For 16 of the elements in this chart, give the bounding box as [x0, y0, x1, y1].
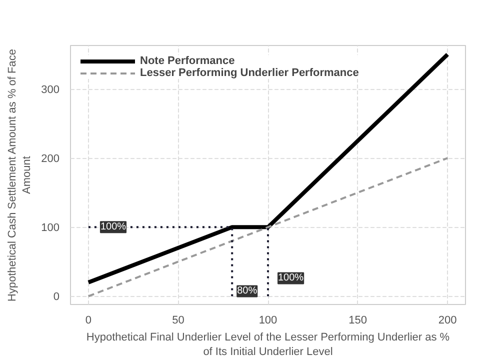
y-axis-title: Hypothetical Cash Settlement Amount as % of Face Amount [6, 49, 34, 302]
x-tick-label: 150 [348, 314, 367, 326]
x-tick-label: 0 [85, 314, 92, 326]
legend-label: Lesser Performing Underlier Performance [140, 67, 359, 79]
legend-label: Note Performance [140, 55, 235, 67]
y-tick-label: 200 [41, 153, 60, 166]
x-axis-title: Hypothetical Final Underlier Level of the Lesser Performing Underlier as % of Its Initial Underlier Level [86, 332, 450, 358]
annotation: 100% [278, 272, 304, 284]
annotation: 80% [237, 286, 258, 297]
y-tick-label: 300 [41, 84, 60, 96]
x-tick-label: 50 [172, 314, 184, 326]
y-tick-label: 0 [53, 291, 60, 304]
x-tick-label: 200 [438, 314, 457, 326]
annotation: 100% [100, 222, 126, 233]
x-tick-label: 100 [258, 314, 278, 326]
y-tick-label: 100 [41, 222, 60, 234]
